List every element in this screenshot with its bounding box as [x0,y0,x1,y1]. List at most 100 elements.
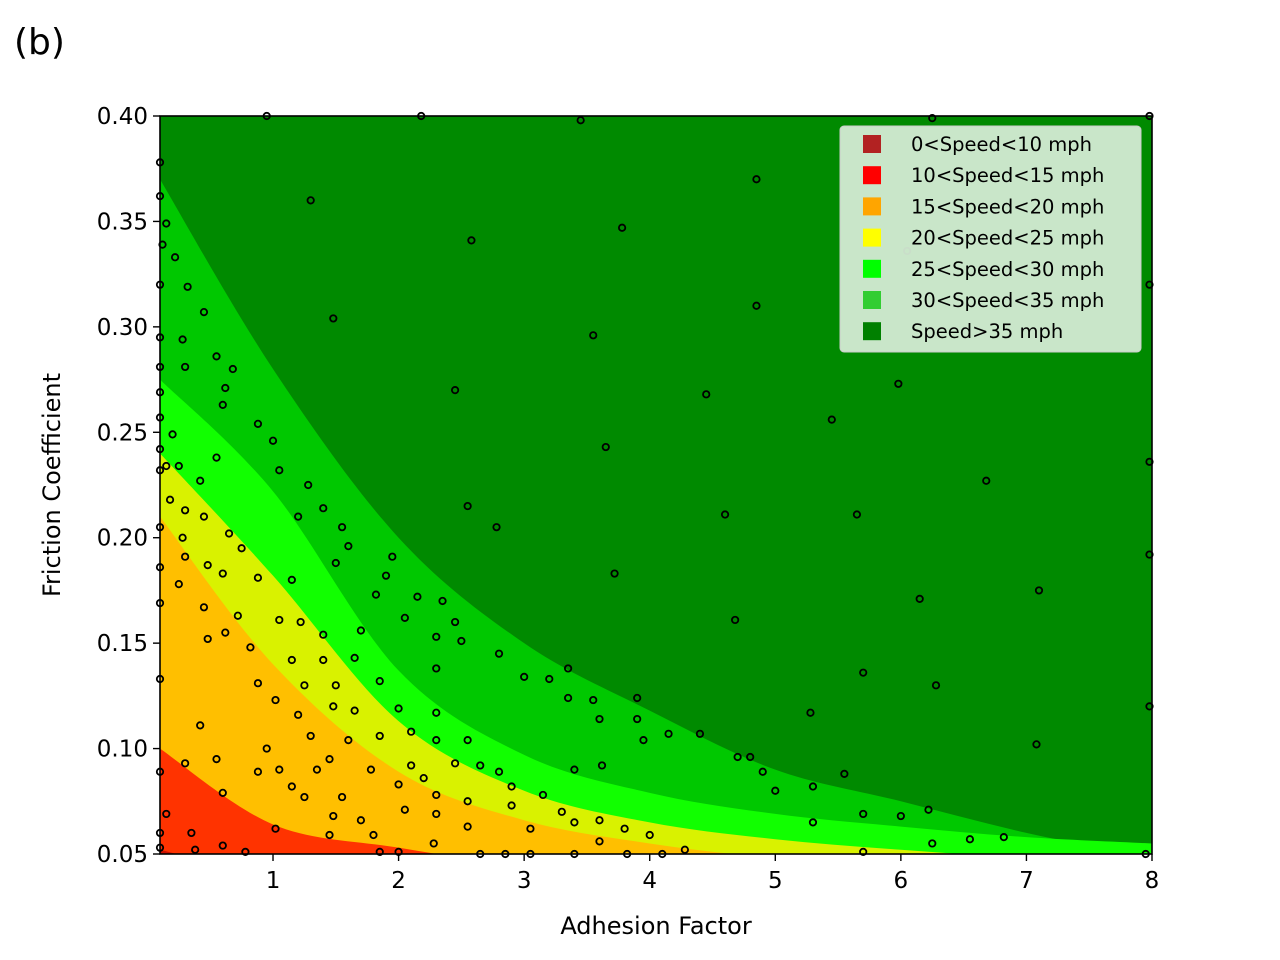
scatter-point [731,615,740,625]
scatter-point [344,542,353,551]
panel-label: (b) [14,22,65,63]
scatter-point [331,558,340,568]
x-tick-label: 2 [391,868,406,894]
scatter-point [271,695,280,705]
scatter-point [165,495,175,504]
scatter-point [928,114,937,123]
y-tick-label: 0.15 [97,631,148,657]
scatter-point [329,702,338,711]
scatter-point [218,788,227,797]
scatter-point [463,501,472,511]
scatter-point [271,824,280,833]
region-10-15 [160,748,438,854]
scatter-point [181,759,190,768]
scatter-point [329,314,338,323]
region-0-10 [160,849,177,854]
scatter-point [645,830,654,840]
scatter-point [924,805,933,814]
scatter-point [999,833,1008,842]
scatter-point [413,592,422,601]
x-tick-label: 3 [517,868,532,894]
scatter-point [300,681,309,690]
scatter-point [203,561,212,570]
scatter-point [463,797,472,806]
scatter-point [388,552,397,561]
scatter-point [369,830,378,840]
scatter-point [375,731,384,741]
scatter-point [982,476,991,485]
y-tick-label: 0.25 [97,420,148,446]
legend-swatch [863,197,881,216]
scatter-point [492,523,501,532]
scatter-point [178,335,187,344]
scatter-point [199,603,209,612]
scatter-point [965,835,975,844]
scatter-point [457,636,466,646]
scatter-point [806,708,815,717]
legend-label: 10<Speed<15 mph [911,164,1104,187]
plot-frame [159,115,1153,855]
scatter-point [218,569,227,578]
scatter-point [450,386,460,395]
scatter-point [746,752,755,762]
scatter-point [507,782,516,791]
legend-label: Speed>35 mph [911,320,1063,343]
scatter-point [275,466,284,475]
scatter-point [438,596,447,606]
scatter-point [859,668,868,677]
scatter-point [319,655,328,665]
scatter-point [218,841,227,850]
scatter-point [432,708,441,717]
scatter-point [199,512,209,521]
scatter-point [432,736,441,745]
legend-swatch [863,135,881,153]
legend-label: 15<Speed<20 mph [911,195,1104,218]
legend-box [839,125,1142,353]
scatter-point [253,767,263,776]
legend-swatch [863,228,881,247]
scatter-point [639,736,648,745]
scatter-point [325,830,334,840]
y-tick-label: 0.20 [97,526,148,552]
scatter-point [329,811,338,821]
x-axis-label: Adhesion Factor [560,912,752,940]
scatter-point [601,442,610,452]
scatter-point [620,824,629,833]
scatter-point [467,236,476,245]
scatter-point [262,744,271,753]
scatter-point [610,569,619,578]
scatter-point [859,847,868,856]
region-15-20 [160,516,733,854]
y-tick-label: 0.10 [97,737,148,763]
scatter-point [494,767,504,776]
scatter-point [808,782,818,791]
legend-swatch [863,291,881,309]
scatter-point [840,769,849,778]
scatter-point [720,510,730,519]
scatter-point [375,676,384,686]
scatter-point [545,674,554,684]
scatter-point [589,695,598,705]
scatter-point [702,390,711,399]
scatter-point [589,331,598,340]
scatter-point [371,590,381,599]
x-tick-label: 6 [894,868,909,894]
scatter-point [246,643,255,652]
scatter-point [564,664,573,673]
y-axis-label: Friction Coefficient [38,373,66,597]
scatter-point [915,594,924,603]
scatter-point [187,828,196,838]
x-tick-label: 5 [768,868,783,894]
scatter-point [300,792,309,802]
scatter-point [350,653,359,663]
y-tick-label: 0.05 [97,842,148,868]
scatter-point [199,307,209,317]
scatter-point [212,352,221,361]
scatter-point [294,710,303,719]
scatter-point [894,379,903,388]
scatter-point [162,219,171,228]
scatter-point [752,301,761,310]
scatter-point [162,461,171,471]
scatter-point [306,196,315,205]
